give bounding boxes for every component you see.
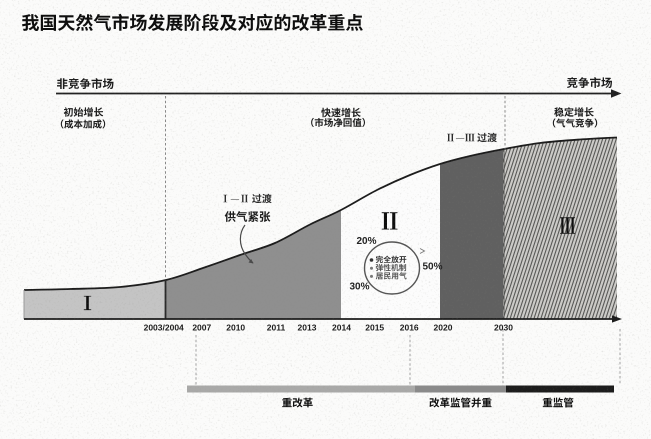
svg-text:20%: 20% <box>356 236 376 247</box>
svg-text:30%: 30% <box>349 282 369 293</box>
svg-text:2011: 2011 <box>267 323 286 333</box>
svg-text:2014: 2014 <box>332 323 351 333</box>
svg-text:2016: 2016 <box>400 323 419 333</box>
svg-text:2030: 2030 <box>494 323 513 333</box>
svg-text:2003/2004: 2003/2004 <box>144 323 184 333</box>
svg-text:2010: 2010 <box>226 323 245 333</box>
svg-text:2015: 2015 <box>365 323 384 333</box>
svg-text:2013: 2013 <box>298 323 317 333</box>
svg-text:2020: 2020 <box>434 323 453 333</box>
svg-text:50%: 50% <box>422 262 442 273</box>
svg-text:2007: 2007 <box>192 323 211 333</box>
